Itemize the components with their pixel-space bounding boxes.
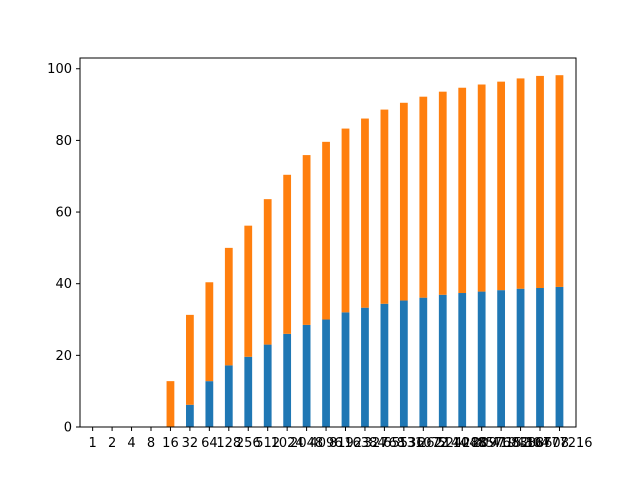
bar-series2-64: [205, 282, 214, 382]
bar-series1-256: [244, 356, 253, 427]
x-tick-label: 256: [236, 436, 261, 451]
bar-series1-262144: [438, 294, 447, 427]
bar-series2-256: [244, 225, 253, 357]
bar-series2-65536: [399, 102, 408, 301]
bar-series1-65536: [399, 300, 408, 427]
x-tick-label: 512: [255, 436, 280, 451]
bar-series1-2048: [302, 324, 311, 427]
bar-series2-2097152: [497, 81, 506, 291]
x-tick-label: 1: [89, 436, 97, 451]
bar-series1-16777216: [555, 286, 564, 427]
bar-series1-1024: [283, 333, 292, 427]
y-tick-label: 40: [55, 277, 72, 292]
bar-series2-1048576: [477, 84, 486, 292]
x-tick-label: 131072: [398, 436, 448, 451]
axes-frame: [79, 57, 577, 428]
x-tick-label: 1024: [271, 436, 304, 451]
bar-series1-4194304: [516, 288, 525, 427]
y-tick-label: 100: [47, 62, 72, 77]
x-tick-label: 1048576: [453, 436, 511, 451]
y-tick-label: 0: [64, 421, 72, 436]
y-tick-label: 20: [55, 349, 72, 364]
bar-series1-64: [205, 381, 214, 427]
x-tick-label: 16384: [344, 436, 385, 451]
bar-series2-128: [224, 247, 233, 366]
y-axis: 0 20 40 60 80 100: [47, 62, 80, 436]
bar-series2-32: [186, 314, 194, 405]
bar-series2-1024: [283, 174, 292, 334]
x-tick-label: 524288: [437, 436, 487, 451]
bar-series2-8388608: [536, 75, 544, 288]
bar-series1-131072: [419, 297, 428, 427]
x-axis: 1 2 4 8 16 32 64128256512102420484096819216384…: [89, 427, 593, 451]
bar-series2-2048: [302, 155, 311, 325]
x-tick-label: 32768: [364, 436, 405, 451]
bars-layer: [166, 75, 564, 427]
x-tick-label: 128: [216, 436, 241, 451]
bar-series2-262144: [438, 91, 447, 295]
x-tick-label: 8: [147, 436, 155, 451]
bar-series2-16384: [361, 118, 369, 308]
x-tick-label: 16777216: [526, 436, 592, 451]
bar-series2-512: [263, 199, 272, 345]
bar-series1-32768: [380, 303, 389, 427]
bar-series2-524288: [458, 87, 467, 294]
x-tick-label: 4096: [310, 436, 343, 451]
y-tick-label: 60: [55, 206, 72, 221]
bar-series1-524288: [458, 293, 467, 427]
x-tick-label: 65536: [383, 436, 424, 451]
bar-series2-16777216: [555, 75, 564, 287]
x-tick-label: 8388608: [511, 436, 569, 451]
x-tick-label: 16: [162, 436, 179, 451]
x-tick-label: 8192: [329, 436, 362, 451]
bar-series1-32: [186, 404, 194, 427]
x-tick-label: 2048: [290, 436, 323, 451]
x-tick-label: 32: [182, 436, 199, 451]
bar-series2-4194304: [516, 78, 525, 289]
x-tick-label: 2097152: [472, 436, 530, 451]
bar-series2-4096: [322, 141, 330, 320]
x-tick-label: 262144: [418, 436, 468, 451]
bar-series1-1048576: [477, 291, 486, 427]
bar-series2-16: [166, 381, 175, 427]
x-tick-label: 2: [108, 436, 116, 451]
y-tick-label: 80: [55, 134, 72, 149]
x-tick-label: 4: [127, 436, 135, 451]
bar-series2-131072: [419, 96, 428, 298]
bar-series1-4096: [322, 319, 330, 427]
bar-series1-16384: [361, 307, 369, 427]
bar-series1-512: [263, 344, 272, 427]
bar-series1-128: [224, 365, 233, 427]
x-tick-label: 64: [201, 436, 218, 451]
x-tick-label: 4194304: [492, 436, 550, 451]
bar-series2-8192: [341, 128, 350, 313]
bar-series1-8192: [341, 312, 350, 427]
bar-series1-2097152: [497, 290, 506, 427]
bar-series2-32768: [380, 109, 389, 304]
bar-series1-8388608: [536, 287, 544, 427]
